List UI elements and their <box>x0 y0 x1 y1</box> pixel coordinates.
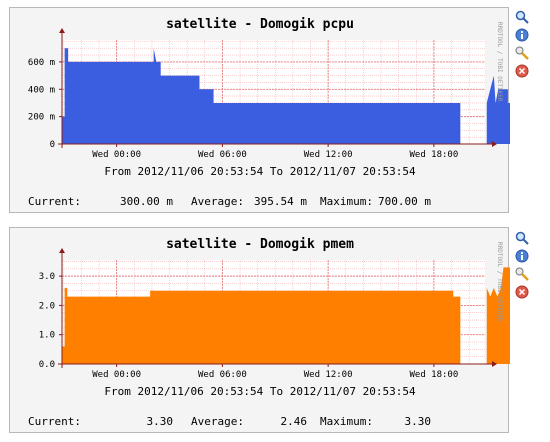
pmem-area-series <box>62 267 510 364</box>
y-tick-label: 400 m <box>28 85 55 95</box>
average-label: Average: <box>191 195 244 208</box>
pmem-actions <box>515 231 531 303</box>
pcpu-actions <box>515 10 531 82</box>
x-axis-arrow <box>492 141 497 147</box>
y-tick-label: 3.0 <box>39 272 55 282</box>
maximum-value: 700.00 m <box>378 195 431 208</box>
edit-icon[interactable] <box>515 46 529 60</box>
time-period-label: From 2012/11/06 20:53:54 To 2012/11/07 2… <box>104 385 416 398</box>
delete-icon[interactable] <box>515 285 529 299</box>
x-tick-label: Wed 12:00 <box>304 150 353 160</box>
x-tick-label: Wed 06:00 <box>198 370 247 380</box>
info-icon[interactable] <box>515 249 529 263</box>
pmem-graph: 0.0 1.0 2.0 3.0 Wed 00:00 Wed 06:00 Wed 12:00 W… <box>28 237 510 428</box>
rrdtool-watermark: RRDTOOL / TOBI OETIKER <box>496 242 503 322</box>
current-value: 300.00 m <box>120 195 173 208</box>
pmem-graph-panel: 0.0 1.0 2.0 3.0 Wed 00:00 Wed 06:00 Wed 12:00 W… <box>9 227 510 433</box>
zoom-icon[interactable] <box>515 231 529 245</box>
rrdtool-watermark: RRDTOOL / TOBI OETIKER <box>496 22 503 102</box>
average-label: Average: <box>191 415 244 428</box>
y-tick-label: 2.0 <box>39 301 55 311</box>
chart-title: satellite - Domogik pmem <box>166 237 354 252</box>
y-tick-label: 0.0 <box>39 360 55 370</box>
time-period-label: From 2012/11/06 20:53:54 To 2012/11/07 2… <box>104 165 416 178</box>
x-tick-label: Wed 18:00 <box>409 370 458 380</box>
y-tick-label: 0 <box>50 140 55 150</box>
average-value: 395.54 m <box>254 195 307 208</box>
x-axis-arrow <box>492 361 497 367</box>
pcpu-graph-panel: 0 200 m 400 m 600 m Wed 00:00 Wed 06:00 Wed 12… <box>9 7 510 213</box>
y-tick-label: 600 m <box>28 58 55 68</box>
edit-icon[interactable] <box>515 267 529 281</box>
chart-title: satellite - Domogik pcpu <box>166 17 354 32</box>
current-label: Current: <box>28 195 81 208</box>
x-tick-label: Wed 00:00 <box>92 150 141 160</box>
y-axis-arrow <box>59 248 65 253</box>
y-tick-label: 1.0 <box>39 331 55 341</box>
y-axis-arrow <box>59 28 65 33</box>
maximum-value: 3.30 <box>405 415 432 428</box>
zoom-icon[interactable] <box>515 10 529 24</box>
info-icon[interactable] <box>515 28 529 42</box>
x-tick-label: Wed 18:00 <box>409 150 458 160</box>
pcpu-area-series <box>62 48 510 144</box>
y-tick-label: 200 m <box>28 113 55 123</box>
pcpu-graph: 0 200 m 400 m 600 m Wed 00:00 Wed 06:00 Wed 12… <box>28 17 510 208</box>
current-label: Current: <box>28 415 81 428</box>
x-tick-label: Wed 00:00 <box>92 370 141 380</box>
maximum-label: Maximum: <box>320 415 373 428</box>
maximum-label: Maximum: <box>320 195 373 208</box>
x-tick-label: Wed 06:00 <box>198 150 247 160</box>
delete-icon[interactable] <box>515 64 529 78</box>
average-value: 2.46 <box>281 415 308 428</box>
current-value: 3.30 <box>147 415 174 428</box>
x-tick-label: Wed 12:00 <box>304 370 353 380</box>
